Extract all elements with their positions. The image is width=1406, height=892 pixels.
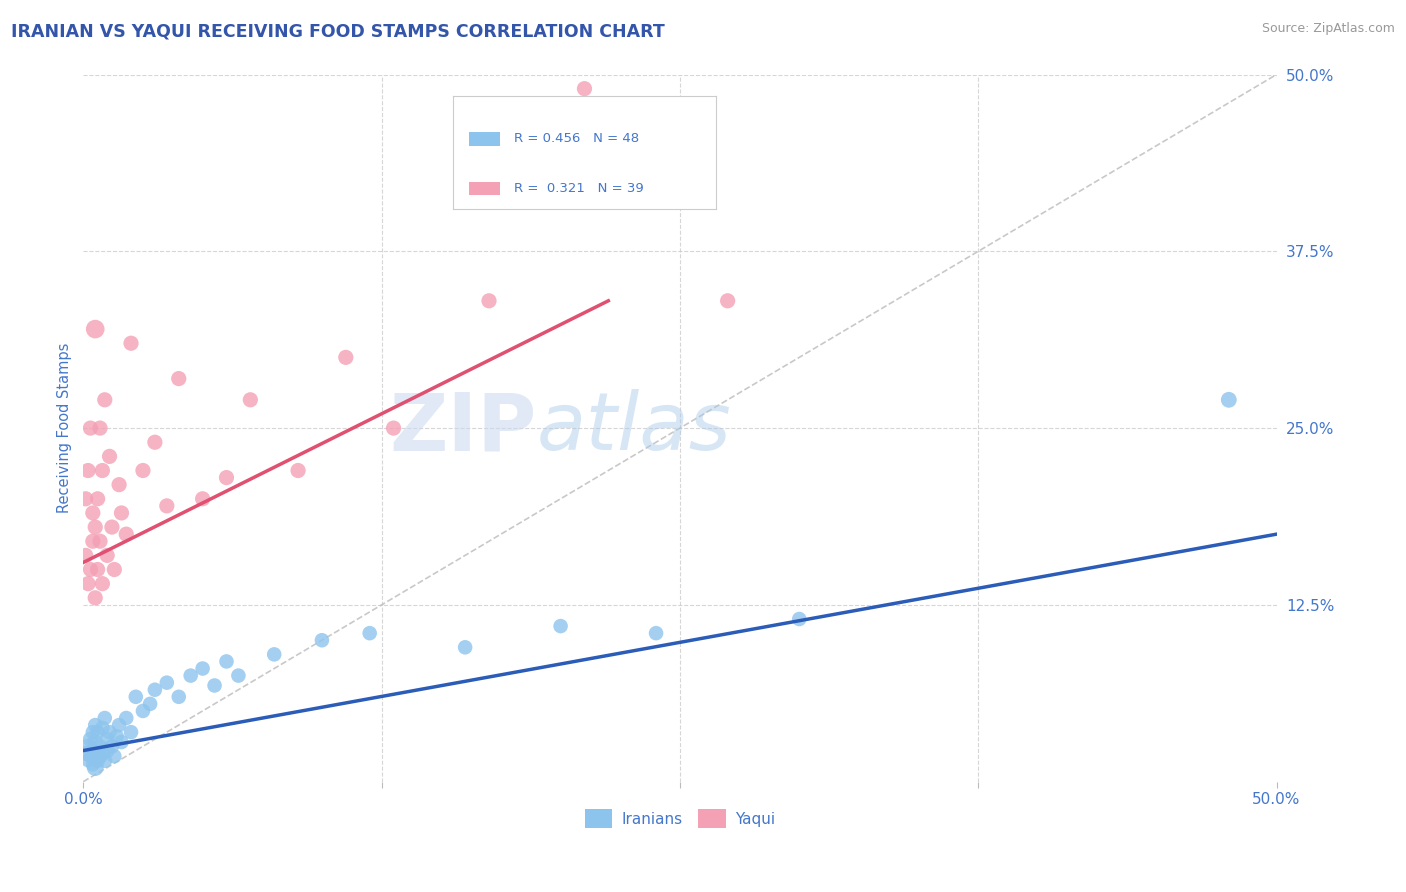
Point xyxy=(86,754,108,768)
Point xyxy=(94,754,117,768)
Point xyxy=(120,336,142,351)
Point xyxy=(1218,392,1240,407)
Point xyxy=(125,690,148,704)
Point xyxy=(84,591,107,605)
Point xyxy=(215,655,238,669)
Point xyxy=(79,562,101,576)
Point xyxy=(382,421,405,435)
Legend: Iranians, Yaqui: Iranians, Yaqui xyxy=(579,804,780,834)
Point xyxy=(84,520,107,534)
Point xyxy=(263,648,285,662)
Point xyxy=(180,668,202,682)
Point xyxy=(105,730,128,744)
Point xyxy=(94,392,117,407)
Point xyxy=(98,725,121,739)
Point xyxy=(228,668,250,682)
Point xyxy=(96,743,118,757)
Point xyxy=(645,626,668,640)
Point xyxy=(82,725,104,739)
Point xyxy=(110,506,132,520)
Point xyxy=(86,562,108,576)
Point xyxy=(156,499,179,513)
Point xyxy=(139,697,162,711)
Point xyxy=(156,675,179,690)
Point xyxy=(79,749,101,764)
Point xyxy=(82,757,104,772)
Point xyxy=(204,678,226,692)
Point xyxy=(96,549,118,563)
Point xyxy=(89,739,111,754)
Point xyxy=(98,450,121,464)
Point xyxy=(82,506,104,520)
Point xyxy=(120,725,142,739)
Point xyxy=(108,477,131,491)
Point xyxy=(215,470,238,484)
Point xyxy=(84,718,107,732)
Point xyxy=(454,640,477,655)
Point xyxy=(89,421,111,435)
Text: Source: ZipAtlas.com: Source: ZipAtlas.com xyxy=(1261,22,1395,36)
Y-axis label: Receiving Food Stamps: Receiving Food Stamps xyxy=(58,343,72,513)
Point xyxy=(91,747,114,761)
Point xyxy=(77,754,100,768)
Point xyxy=(110,735,132,749)
Point xyxy=(82,534,104,549)
Point xyxy=(84,760,107,774)
Point xyxy=(91,576,114,591)
Point xyxy=(84,735,107,749)
Point xyxy=(108,718,131,732)
Point xyxy=(79,421,101,435)
Point xyxy=(191,491,214,506)
Point xyxy=(478,293,501,308)
Point xyxy=(787,612,810,626)
Point xyxy=(335,351,357,365)
Point xyxy=(103,749,125,764)
Point xyxy=(101,739,124,754)
Point xyxy=(75,491,97,506)
Point xyxy=(167,371,190,385)
Point xyxy=(77,463,100,477)
Point xyxy=(574,81,596,95)
Point xyxy=(91,463,114,477)
Point xyxy=(143,435,166,450)
Point xyxy=(91,721,114,735)
Point xyxy=(359,626,381,640)
Point xyxy=(311,633,333,648)
Point xyxy=(167,690,190,704)
Point xyxy=(103,562,125,576)
Text: ZIP: ZIP xyxy=(389,389,537,467)
Point xyxy=(79,732,101,747)
Point xyxy=(94,711,117,725)
Point xyxy=(89,749,111,764)
Point xyxy=(132,704,155,718)
Text: atlas: atlas xyxy=(537,389,731,467)
Point xyxy=(132,463,155,477)
Point xyxy=(75,549,97,563)
Point xyxy=(86,725,108,739)
Point xyxy=(84,322,107,336)
Point xyxy=(239,392,262,407)
Point xyxy=(550,619,572,633)
Point xyxy=(96,732,118,747)
Point xyxy=(77,739,100,754)
Point xyxy=(75,747,97,761)
Point xyxy=(82,743,104,757)
Point xyxy=(89,534,111,549)
Point xyxy=(143,682,166,697)
Point xyxy=(717,293,740,308)
Point xyxy=(115,527,138,541)
Point xyxy=(191,661,214,675)
Point xyxy=(77,576,100,591)
Point xyxy=(86,491,108,506)
Point xyxy=(287,463,309,477)
Point xyxy=(115,711,138,725)
Text: IRANIAN VS YAQUI RECEIVING FOOD STAMPS CORRELATION CHART: IRANIAN VS YAQUI RECEIVING FOOD STAMPS C… xyxy=(11,22,665,40)
Point xyxy=(101,520,124,534)
